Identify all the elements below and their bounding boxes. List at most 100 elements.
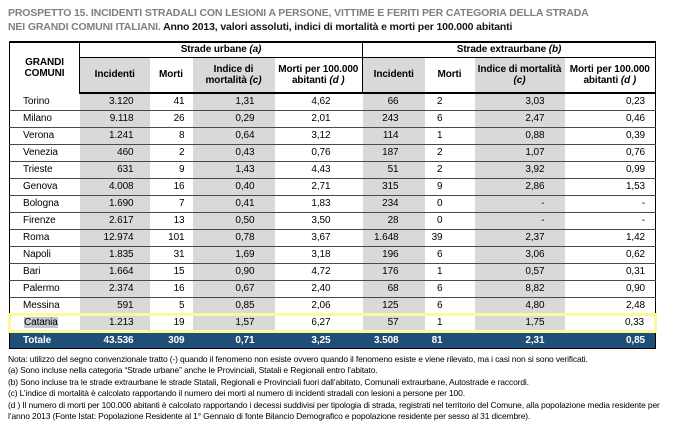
value-cell: 125 [362,297,425,315]
total-label: Totale [9,331,80,348]
value-cell: 1,42 [564,229,656,247]
comune-label: Torino [23,95,50,107]
value-cell: 4,43 [274,161,363,179]
value-cell: 3,06 [474,246,565,264]
comune-label: Verona [23,130,55,141]
comune-label: Napoli [23,249,51,260]
value-cell: 3,50 [274,212,363,230]
group-header: Strade extraurbane (b) [361,42,656,58]
value-cell: 9.118 [79,110,150,128]
total-value-cell: 309 [149,331,193,348]
value-cell: 0,29 [192,110,275,128]
value-cell: 2,01 [274,110,363,128]
value-cell: 0,85 [192,297,275,315]
value-cell: 3,12 [274,127,363,145]
value-cell: 68 [362,280,425,298]
value-cell: 0,64 [192,127,275,145]
value-cell: 9 [149,161,193,179]
value-cell: 7 [149,195,193,213]
comune-label: Messina [23,299,60,311]
comune-label: Palermo [23,283,60,294]
value-cell: 114 [362,127,425,145]
value-cell: 4,80 [474,297,565,315]
value-cell: 8,82 [474,280,565,298]
value-cell: 6 [424,297,475,315]
value-cell: 2.617 [79,212,150,230]
table-row: Bologna 1.690 7 0,41 1,83 234 0- - [9,195,656,213]
value-cell: 0,50 [192,212,275,230]
value-cell: - [564,212,656,230]
value-cell: 1,69 [192,246,275,264]
title-subtitle: Anno 2013, valori assoluti, indici di mo… [163,21,513,33]
value-cell: 57 [362,312,425,333]
value-cell: 0,78 [192,229,275,247]
value-cell: 187 [362,144,425,162]
total-value-cell: 0,71 [192,331,275,348]
comune-cell: Trieste [9,161,80,179]
value-cell: 4.008 [79,178,150,196]
value-cell: 2,71 [274,178,363,196]
value-cell: 0,90 [192,263,275,281]
value-cell: 631 [79,161,150,179]
comune-cell: Napoli [9,246,80,264]
value-cell: - [564,195,656,213]
column-header: Morti [149,57,193,94]
header-note: (d ) [620,74,637,86]
header-note: (d ) [329,74,345,86]
value-cell: 19 [149,312,193,333]
value-cell: 6 [424,280,475,298]
value-cell: 39 [424,229,475,247]
table-row: Roma 12.974 101 0,78 3,67 1.648 39 2,37 1,42 [9,229,656,247]
title-line2: NEI GRANDI COMUNI ITALIANI. [8,21,161,33]
value-cell: 2 [149,144,193,162]
comune-label: Venezia [23,147,58,158]
table-row: Torino 3.120 41 1,31 4,62 66 2 3,03 0,23 [9,93,656,111]
value-cell: 196 [362,246,425,264]
table-body: Torino 3.120 41 1,31 4,62 66 2 3,03 0,23 Milano 9.… [8,93,658,348]
value-cell: 16 [149,280,193,298]
value-cell: 1,75 [474,312,565,333]
column-header: Incidenti [362,57,425,94]
comune-label: Firenze [23,215,56,226]
value-cell: 1,53 [564,178,656,196]
value-cell: 1 [424,127,475,145]
selected-comune-label: Catania [24,317,58,328]
value-cell: 13 [149,212,193,230]
total-value-cell: 3,25 [274,331,363,348]
header-note: (c) [249,74,262,86]
total-value-cell: 3.508 [362,331,425,348]
table-row: Trieste 631 9 1,43 4,43 51 2 3,92 0,99 [9,161,656,179]
table-row: Firenze 2.617 13 0,50 3,50 28 0- - [9,212,656,230]
value-cell: 0,33 [564,312,658,333]
column-header: Indice di mortalità (c) [192,57,275,94]
comune-cell: Messina [9,297,80,315]
comune-cell: Genova [9,178,80,196]
comune-label: Trieste [23,164,53,175]
value-cell: 28 [362,212,425,230]
value-cell: 1 [424,263,475,281]
value-cell: 591 [79,297,150,315]
title-line1: PROSPETTO 15. INCIDENTI STRADALI CON LES… [8,7,589,19]
comune-cell: Palermo [9,280,80,298]
column-header: Morti per 100.000 abitanti (d ) [274,57,363,94]
value-cell: 6 [424,246,475,264]
value-cell: 1,57 [192,312,275,333]
value-cell: 0,99 [564,161,656,179]
value-cell: 1,07 [474,144,565,162]
table-title: PROSPETTO 15. INCIDENTI STRADALI CON LES… [8,6,672,34]
comune-label: Milano [23,113,52,124]
column-header: Incidenti [79,57,150,94]
group-header: Strade urbane (a) [79,42,363,58]
comune-label: Genova [23,181,58,192]
value-cell: 41 [149,93,193,111]
value-cell: 2,48 [564,297,656,315]
corner-header: GRANDI COMUNI [9,42,80,93]
value-cell: 0,23 [564,93,656,111]
value-cell: 6,27 [274,312,363,333]
column-header: Morti [424,57,475,94]
value-cell: 0,76 [274,144,363,162]
footnote-d: (d ) Il numero di morti per 100.000 abit… [8,399,660,422]
value-cell: 1,43 [192,161,275,179]
comune-label: Bari [23,266,41,277]
